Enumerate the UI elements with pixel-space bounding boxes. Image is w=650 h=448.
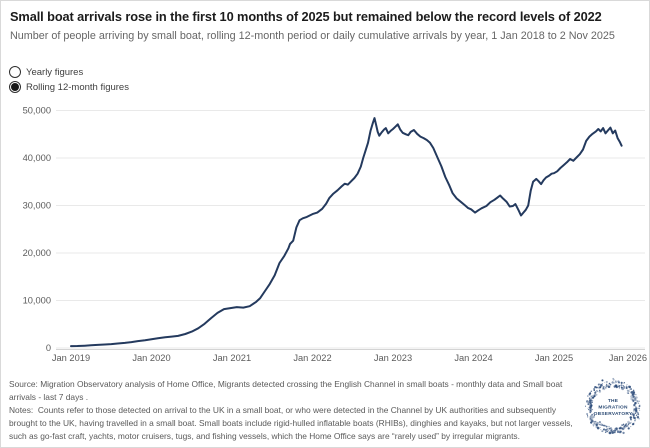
chart-title: Small boat arrivals rose in the first 10…: [10, 9, 602, 24]
radio-label: Rolling 12-month figures: [26, 81, 129, 93]
logo-speckle-ring: [584, 377, 641, 435]
radio-yearly-figures[interactable]: Yearly figures: [9, 66, 129, 78]
y-axis-tick-label: 50,000: [23, 106, 51, 116]
radio-label: Yearly figures: [26, 66, 84, 78]
x-axis-tick-label: Jan 2025: [535, 353, 573, 363]
arrivals-line[interactable]: [70, 117, 623, 348]
notes-text: Notes: Counts refer to those detected on…: [9, 405, 576, 442]
chart-subtitle: Number of people arriving by small boat,…: [10, 30, 615, 42]
radio-button-icon[interactable]: [9, 81, 21, 93]
x-axis-tick-label: Jan 2024: [454, 353, 492, 363]
x-axis-tick-label: Jan 2022: [293, 353, 331, 363]
x-axis-tick-label: Jan 2019: [52, 353, 90, 363]
x-axis-tick-label: Jan 2023: [374, 353, 412, 363]
radio-button-icon[interactable]: [9, 66, 21, 78]
source-text: Source: Migration Observatory analysis o…: [9, 379, 565, 403]
y-axis-tick-label: 0: [46, 343, 51, 353]
radio-rolling-12-month-figures[interactable]: Rolling 12-month figures: [9, 81, 129, 93]
x-axis-tick-label: Jan 2021: [213, 353, 251, 363]
logo-text-line: THE: [608, 398, 619, 404]
y-axis-tick-label: 40,000: [23, 153, 51, 163]
y-axis-tick-label: 10,000: [23, 296, 51, 306]
logo-center: [596, 390, 630, 424]
view-toggle-group: Yearly figures Rolling 12-month figures: [9, 66, 129, 96]
x-axis-tick-label: Jan 2026: [609, 353, 647, 363]
x-axis-tick-label: Jan 2020: [132, 353, 170, 363]
logo-text-line: MIGRATION: [598, 405, 628, 411]
footer-notes: Source: Migration Observatory analysis o…: [9, 378, 581, 443]
y-axis-tick-label: 20,000: [23, 248, 51, 258]
logo-text-line: OBSERVATORY: [594, 411, 633, 417]
y-axis-tick-label: 30,000: [23, 201, 51, 211]
